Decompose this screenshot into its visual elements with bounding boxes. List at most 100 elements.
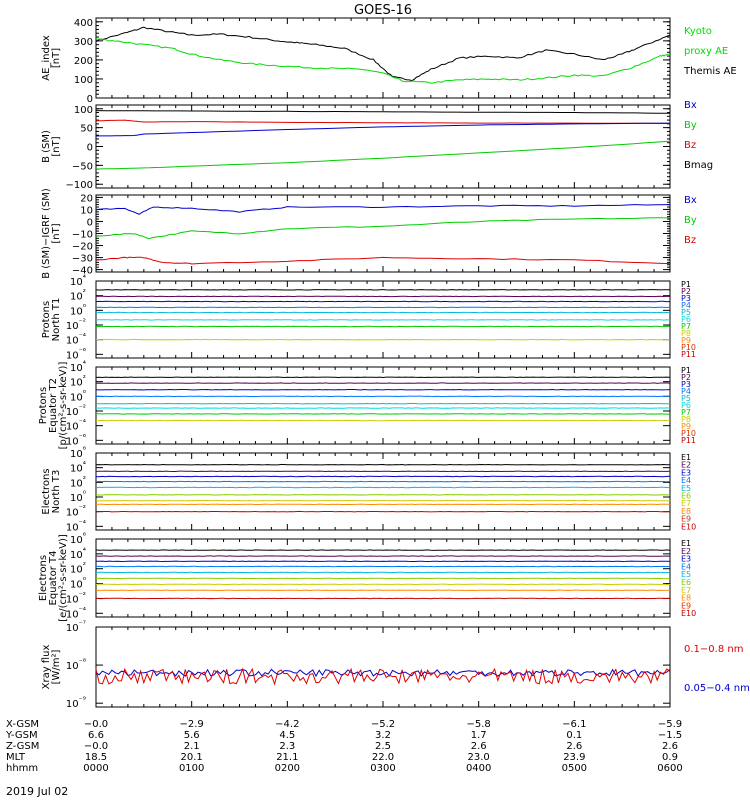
legend-item: E6 [681,492,691,501]
legend-item: P10 [681,343,696,352]
legend-item: E2 [681,461,691,470]
legend-item: E3 [681,555,691,564]
y-tick-label: −50 [72,161,93,172]
legend-item: Bmag [684,160,713,171]
x-row-value: −5.9 [658,719,682,730]
legend-item: P7 [681,408,691,417]
y-tick-label: 400 [74,18,93,29]
x-row-value: −5.8 [467,719,491,730]
y-tick-label: 10⁶ [70,445,86,460]
y-tick-label: 10 [80,205,93,216]
y-tick-label: 50 [80,124,93,135]
y-tick-label: 10⁻² [66,317,86,332]
y-axis-label: Equator T2 [48,378,59,433]
series-line [95,463,670,466]
legend-item: E7 [681,499,691,508]
y-axis-label: [nT] [51,136,62,156]
x-row-value: 0000 [83,763,108,774]
x-row-value: 0.1 [566,730,582,741]
y-tick-label: −40 [72,266,93,277]
panel-1: 0 100 200 300 400 AE_index [nT] Kyoto proxy AE Th… [41,17,737,105]
legend-item: Bx [684,195,697,206]
y-tick-label: 10⁰ [70,388,86,403]
series-line [95,419,670,422]
x-row-value: 2.6 [566,741,582,752]
legend-item: P2 [681,287,691,296]
series-line [95,300,671,303]
y-tick-label: 10² [70,374,86,389]
legend-item: E3 [681,468,691,477]
legend-item: 0.1−0.8 nm [684,644,743,655]
x-row-value: −5.2 [371,719,395,730]
legend-item: P11 [681,436,696,445]
legend-item: E10 [681,522,696,531]
y-tick-label: 10⁻⁹ [66,695,86,710]
legend-item: E5 [681,570,691,579]
series-line [95,38,670,84]
series-line [95,510,671,513]
legend-item: E4 [681,476,691,485]
series-line [95,217,671,240]
x-row-value: 4.5 [279,730,295,741]
x-row-value: 0600 [657,763,682,774]
legend-item: P1 [681,366,691,375]
legend-item: E1 [681,453,691,462]
series-line [95,395,670,398]
y-tick-label: 0 [87,94,93,105]
x-row-value: 5.6 [184,730,200,741]
y-axis-label: Electrons [41,468,52,514]
legend-item: Bz [684,140,696,151]
legend-item: P8 [681,329,691,338]
y-tick-label: 10⁰ [70,489,86,504]
y-tick-label: 10⁴ [70,273,86,288]
x-row-value: 1.7 [471,730,487,741]
y-axis-label: Protons [41,301,52,338]
series-line [95,204,671,215]
x-row-value: −4.2 [275,719,299,730]
x-row-label: X-GSM [6,719,39,730]
legend-item: P4 [681,387,691,396]
y-tick-label: 10⁴ [70,359,86,374]
x-row-value: 23.0 [468,752,490,763]
legend-item: P5 [681,308,691,317]
x-row-label: Z-GSM [6,741,39,752]
y-axis-label: [e/(cm²-s-sr-keV)] [58,534,69,622]
legend-item: E8 [681,594,691,603]
series-line [95,388,671,391]
x-row-value: 2.5 [375,741,391,752]
y-axis-label: [nT] [51,48,62,68]
x-row-value: −2.9 [180,719,204,730]
x-row-value: −0.0 [84,741,108,752]
series-line [95,26,671,82]
x-row-value: 21.1 [276,752,298,763]
y-axis-label: [p/(cm²-s-sr-keV)] [58,362,69,450]
x-row-value: −6.1 [562,719,586,730]
series-line [95,486,671,489]
y-tick-label: 100 [74,105,93,116]
legend-item: E9 [681,601,691,610]
y-tick-label: 10⁴ [70,546,86,561]
y-tick-label: 10⁴ [70,460,86,475]
y-axis-label: Equator T4 [48,551,59,606]
legend-item: E2 [681,547,691,556]
legend-item: proxy AE [684,46,728,57]
legend-item: P3 [681,380,691,389]
y-tick-label: 10⁶ [70,531,86,546]
y-axis-label: Xray flux [41,645,52,690]
legend-item: E9 [681,515,691,524]
x-row-value: 0300 [370,763,395,774]
series-line [95,667,671,686]
y-axis-label: Electrons [38,555,49,601]
x-axis-table: X-GSM −0.0 −2.9 −4.2 −5.2 −5.8 −6.1 −5.9 Y-GSM 6.… [5,719,683,774]
legend-item: P5 [681,394,691,403]
plot-date: 2019 Jul 02 [6,785,68,798]
y-axis-label: [nT] [51,223,62,243]
y-axis-label: B (SM)−IGRF (SM) [41,188,52,279]
y-tick-label: 10² [70,561,86,576]
